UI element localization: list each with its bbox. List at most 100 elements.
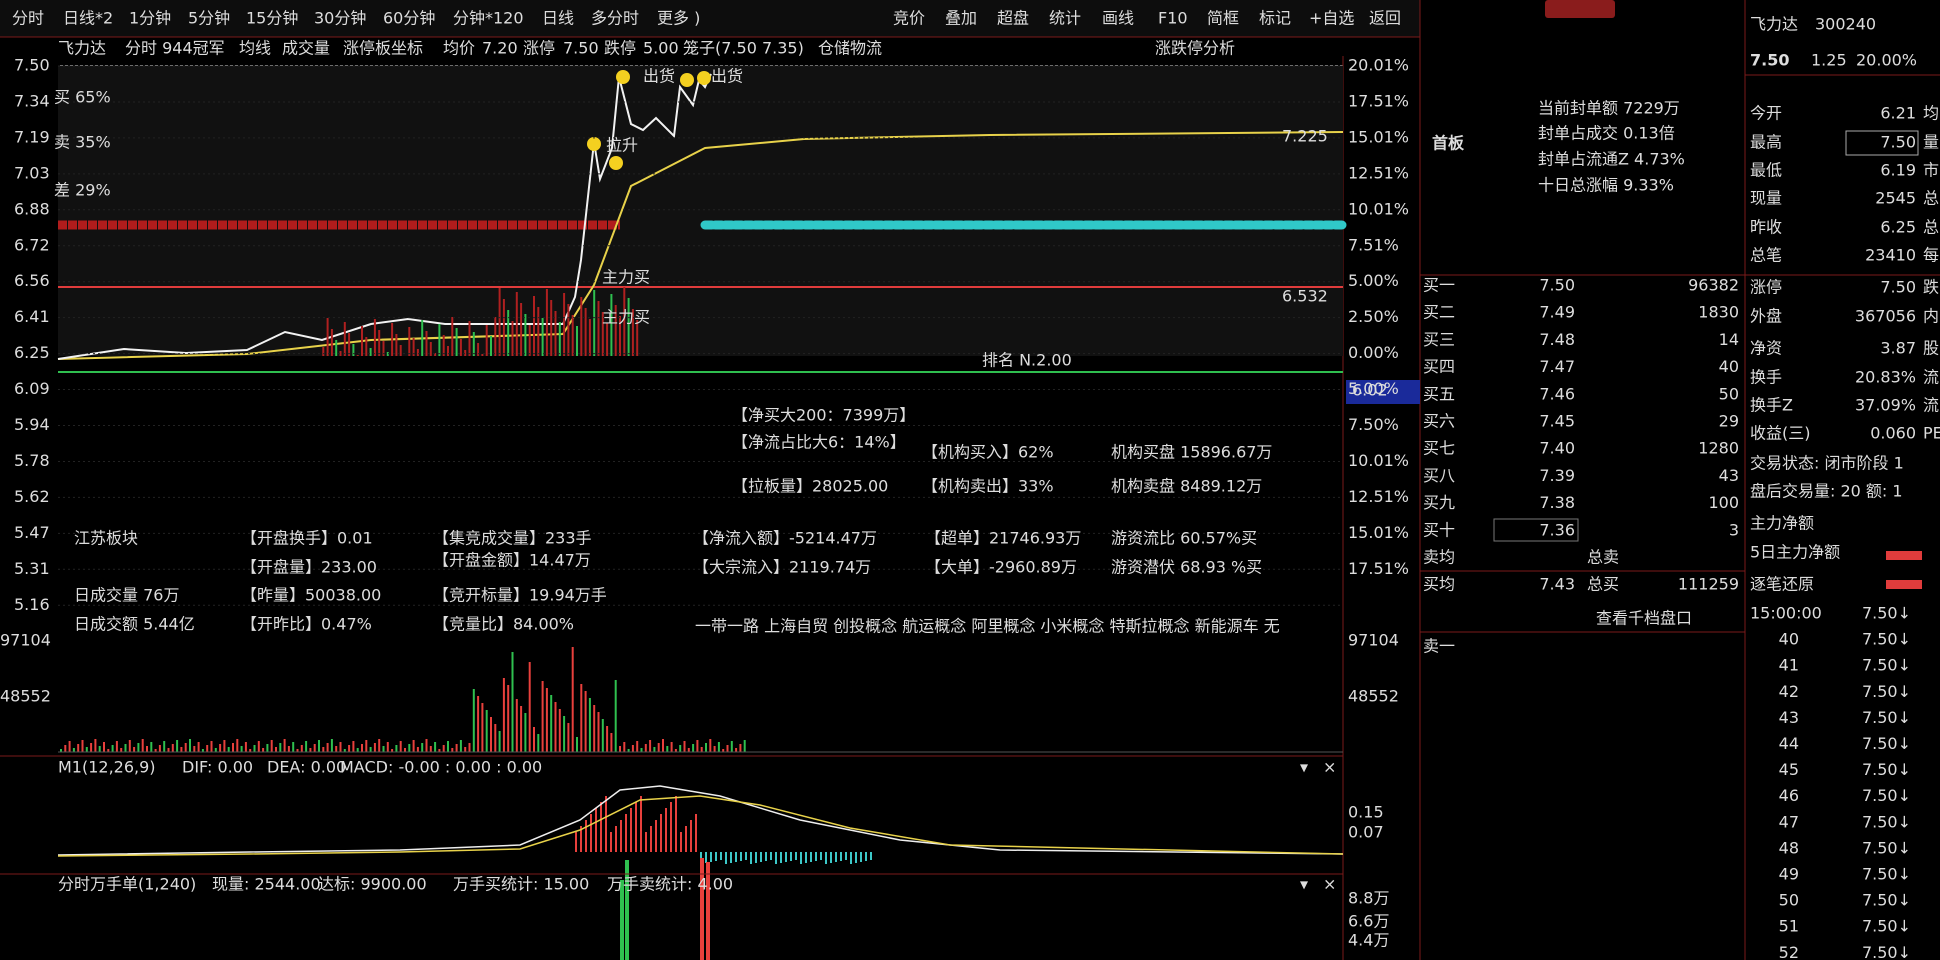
book-summary: 7.43 [1539, 575, 1575, 594]
flow-bar [597, 301, 600, 356]
volume-bar [408, 744, 411, 752]
toolbar-tab[interactable]: 更多 ) [657, 9, 700, 28]
book-summary: 总卖 [1587, 548, 1619, 567]
stat-item: 【集竞成交量】233手 [433, 529, 592, 548]
annotation: 主力买 [602, 308, 650, 327]
pane-menu[interactable]: ▾ [1300, 758, 1308, 777]
flow-bar [356, 355, 359, 356]
annotation: 买 65% [54, 88, 111, 107]
macd-bar [650, 826, 652, 852]
pane-close[interactable]: × [1323, 875, 1336, 894]
flow-bar [330, 329, 333, 356]
volume-bar [391, 749, 394, 752]
macd-bar [740, 852, 742, 861]
macd-bar [780, 852, 782, 863]
volume-bar [722, 749, 725, 752]
big-order-bar [625, 860, 629, 960]
volume-bar [502, 678, 505, 752]
toolbar-tab[interactable]: 5分钟 [188, 9, 230, 28]
macd-bar [625, 814, 627, 852]
toolbar-button[interactable]: 返回 [1369, 9, 1401, 28]
volume-bar [279, 743, 282, 752]
big-order-header-item: 达标: 9900.00 [318, 875, 427, 894]
toolbar-tab[interactable]: 多分时 [591, 9, 639, 28]
flow-bar [438, 324, 441, 356]
volume-bar [115, 741, 118, 752]
volume-bar [683, 741, 686, 752]
pct-tick-label: 12.51% [1348, 487, 1409, 506]
input-box[interactable] [1493, 518, 1579, 542]
volume-bar [270, 740, 273, 752]
volume-bar [68, 741, 71, 752]
toolbar-tab[interactable]: 30分钟 [314, 9, 366, 28]
toolbar-tab[interactable]: 1分钟 [129, 9, 171, 28]
pct-tick-label: 0.00% [1348, 343, 1399, 362]
macd-bar [630, 808, 632, 852]
chart-header-item: 仓储物流 [818, 39, 882, 58]
volume-bar [309, 748, 312, 752]
pct-tick-label: 15.01% [1348, 523, 1409, 542]
toolbar-tab[interactable]: 60分钟 [383, 9, 435, 28]
volume-bar [537, 734, 540, 752]
volume-bar [623, 742, 626, 752]
tick-price: 7.50↓ [1862, 838, 1911, 857]
macd-bar [855, 852, 857, 863]
volume-bar [524, 713, 527, 752]
volume-bar [627, 749, 630, 752]
annotation: 拉升 [606, 136, 638, 155]
toolbar-button[interactable]: 画线 [1102, 9, 1134, 28]
toolbar-tab[interactable]: 分钟*120 [453, 9, 524, 28]
quote-label: 昨收 [1750, 218, 1782, 237]
tick-time: 49 [1779, 865, 1799, 884]
bid-price: 7.46 [1539, 384, 1575, 403]
volume-bar [588, 698, 591, 752]
volume-bar [154, 749, 157, 752]
depth-button[interactable]: 查看千档盘口 [1596, 609, 1692, 628]
quote-status[interactable]: 逐笔还原 [1750, 575, 1814, 594]
macd-tick-label: 0.15 [1348, 803, 1384, 822]
pct-tick-label: 20.01% [1348, 56, 1409, 75]
flow-bar [412, 338, 415, 356]
volume-bar [158, 745, 161, 752]
bid-price: 7.38 [1539, 493, 1575, 512]
quote-label: 换手 [1750, 368, 1782, 387]
toolbar-button[interactable]: 简框 [1207, 9, 1239, 28]
volume-bar [670, 742, 673, 752]
tick-time: 43 [1779, 708, 1799, 727]
macd-bar [645, 832, 647, 852]
tick-time: 52 [1779, 943, 1799, 960]
stat-item: 【开盘换手】0.01 [241, 529, 373, 548]
quote-label-cut: 市 [1923, 161, 1939, 180]
macd-bar [820, 852, 822, 860]
toolbar-button[interactable]: 竞价 [893, 9, 925, 28]
stock-code: 300240 [1815, 15, 1876, 34]
volume-bar [176, 740, 179, 752]
toolbar-tab[interactable]: 分时 [12, 9, 44, 28]
toolbar-tab[interactable]: 日线 [542, 9, 574, 28]
stat-item: 【大宗流入】2119.74万 [693, 558, 871, 577]
toolbar-tab[interactable]: 15分钟 [246, 9, 298, 28]
toolbar-button[interactable]: F10 [1158, 9, 1188, 28]
pane-close[interactable]: × [1323, 758, 1336, 777]
macd-bar [715, 852, 717, 861]
bid-volume: 96382 [1688, 276, 1739, 295]
collapse-tab[interactable] [1545, 0, 1615, 18]
toolbar-button[interactable]: 标记 [1259, 9, 1291, 28]
toolbar-button[interactable]: 超盘 [997, 9, 1029, 28]
volume-bar [730, 741, 733, 752]
toolbar-button[interactable]: 统计 [1049, 9, 1081, 28]
toolbar-button[interactable]: +自选 [1309, 9, 1354, 28]
chart-header-item: 7.20 [482, 39, 518, 58]
volume-bar [447, 741, 449, 752]
pane-menu[interactable]: ▾ [1300, 875, 1308, 894]
toolbar-tab[interactable]: 日线*2 [63, 9, 113, 28]
volume-bar [343, 749, 346, 752]
flow-bar [490, 336, 492, 356]
bid-volume: 1280 [1698, 439, 1739, 458]
price-marker-box [1346, 380, 1420, 404]
toolbar-button[interactable]: 叠加 [945, 9, 977, 28]
volume-bar [399, 741, 402, 752]
stat-item: 【超单】21746.93万 [925, 529, 1081, 548]
bid-label: 买八 [1423, 466, 1455, 485]
volume-bar [674, 749, 677, 752]
